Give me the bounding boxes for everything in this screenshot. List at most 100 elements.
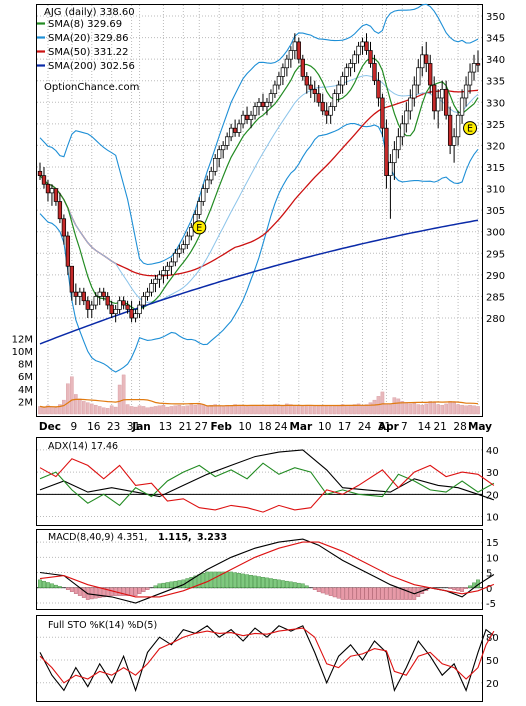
volume-bar (340, 404, 345, 415)
histogram-bar (400, 587, 405, 600)
candle-body (73, 291, 78, 297)
candle-body (368, 50, 373, 64)
candle-body (85, 300, 90, 310)
histogram-bar (296, 582, 301, 588)
histogram-bar (324, 587, 329, 595)
volume-bar (225, 404, 229, 415)
date-tick-label: 21 (179, 421, 192, 433)
volume-bar (229, 405, 233, 415)
histogram-bar (145, 587, 150, 590)
volume-bar (237, 404, 241, 415)
candle-body (475, 63, 481, 66)
series-line (39, 627, 495, 684)
volume-bar (165, 406, 170, 415)
sma8-line (39, 57, 479, 310)
candle-body (256, 101, 262, 107)
candle-body (228, 127, 234, 138)
volume-bar (308, 405, 313, 415)
volume-bar (336, 404, 341, 415)
volume-bar (289, 404, 293, 415)
date-tick-label: 31 (127, 421, 140, 433)
candle-body (451, 136, 457, 146)
histogram-bar (376, 587, 381, 600)
price-tick-label: 305 (486, 206, 505, 217)
date-tick-label: 10 (238, 421, 251, 433)
candle-body (404, 110, 409, 125)
volume-bar (476, 406, 480, 415)
candle-body (49, 188, 55, 194)
histogram-bar (332, 587, 337, 598)
volume-bar (209, 404, 214, 415)
volume-bar (189, 404, 194, 415)
adx-lines (39, 449, 495, 513)
candle-body (336, 84, 341, 95)
candle-body (463, 84, 469, 99)
price-tick-label: 315 (486, 163, 505, 174)
volume-bar (452, 402, 456, 415)
volume-bar (432, 402, 437, 415)
histogram-bar (137, 587, 142, 594)
volume-bar (269, 404, 273, 415)
histogram-bar (304, 585, 309, 588)
candle-body (276, 76, 282, 86)
volume-bar (277, 405, 281, 415)
date-tick-label: 21 (433, 421, 446, 433)
candle-body (364, 41, 369, 51)
volume-bar (348, 404, 353, 415)
candle-body (440, 88, 445, 99)
date-tick-label: 7 (401, 421, 408, 433)
histogram-bar (384, 587, 389, 600)
indicator-tick-label: 20 (486, 490, 499, 501)
volume-bar (440, 404, 444, 415)
volume-bar (392, 397, 397, 415)
date-tick-label: 27 (195, 421, 208, 433)
volume-bar (149, 406, 154, 415)
indicator-tick-label: 10 (486, 553, 499, 564)
histogram-bar (93, 587, 98, 599)
candle-body (288, 50, 294, 60)
candle-body (209, 170, 214, 181)
histogram-bar (153, 585, 158, 588)
volume-bar (293, 404, 297, 415)
candle-body (129, 309, 134, 319)
volume-bar (125, 404, 130, 415)
volume-tick-label: 4M (18, 385, 33, 396)
histogram-bar (69, 587, 74, 592)
price-tick-label: 320 (486, 141, 505, 152)
date-tick-label: 14 (418, 421, 432, 433)
volume-bar (58, 404, 62, 415)
candle-body (300, 58, 305, 77)
candle-body (244, 114, 250, 120)
volume-bar (201, 404, 206, 415)
histogram-bar (141, 587, 146, 592)
date-tick-label: 10 (318, 421, 331, 433)
histogram-bar (109, 587, 114, 596)
date-tick-label: May (468, 421, 492, 433)
candle-body (173, 252, 178, 263)
candle-body (268, 93, 274, 103)
volume-bar (129, 406, 134, 415)
volume-bar (42, 407, 46, 415)
candle-body (332, 93, 337, 107)
date-tick-label: Dec (39, 421, 61, 433)
volume-tick-label: 12M (12, 334, 33, 345)
date-tick-label: Mar (289, 421, 313, 433)
candle-body (189, 227, 194, 237)
volume-bar (121, 374, 126, 415)
volume-bar (257, 405, 261, 415)
price-tick-label: 325 (486, 120, 505, 131)
watermark: OptionChance.com (44, 82, 139, 93)
histogram-bar (284, 580, 289, 588)
indicator-tick-label: 10 (486, 513, 499, 524)
sto-lines (39, 625, 495, 693)
volume-bar (424, 403, 429, 415)
volume-bar (185, 405, 190, 415)
histogram-bar (288, 581, 293, 588)
volume-bar (396, 398, 401, 415)
volume-bar (153, 406, 158, 415)
date-tick-label: Jan (131, 421, 150, 433)
volume-bar (320, 404, 325, 415)
histogram-bar (320, 587, 325, 594)
histogram-bar (261, 577, 265, 588)
